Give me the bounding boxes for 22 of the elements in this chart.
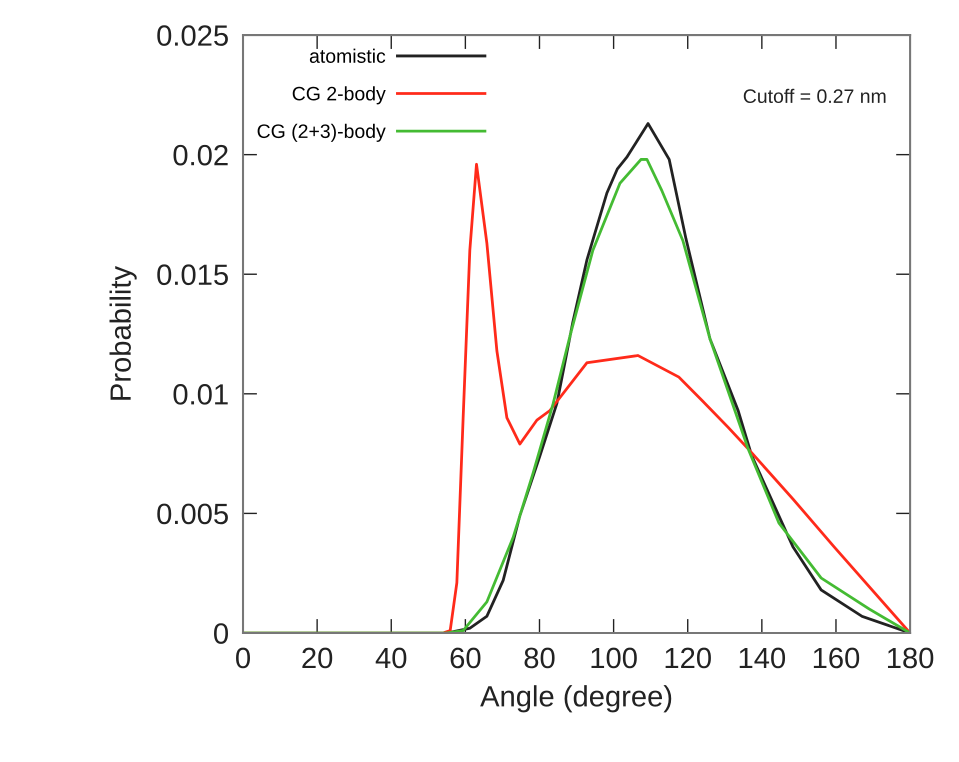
x-tick-label: 80 [524, 648, 555, 668]
legend-label: atomistic [310, 48, 386, 63]
x-tick-label: 160 [814, 648, 860, 668]
y-tick-label: 0 [214, 623, 228, 644]
y-tick-label: 0.005 [157, 504, 228, 524]
x-tick-label: 20 [302, 648, 332, 668]
x-tick-label: 60 [450, 648, 480, 668]
annotation: Cutoff = 0.27 nm [744, 88, 886, 104]
x-tick-label: 100 [592, 648, 637, 668]
x-axis-title: Angle (degree) [480, 685, 672, 712]
x-tick-label: 120 [666, 648, 711, 668]
x-tick-label: 140 [740, 648, 786, 668]
legend-label: CG 2-body [292, 86, 386, 104]
y-tick-label: 0.025 [157, 25, 228, 46]
y-tick-label: 0.01 [174, 384, 228, 405]
x-tick-label: 0 [236, 648, 250, 668]
legend-label: CG (2+3)-body [258, 124, 386, 142]
x-tick-label: 180 [888, 648, 934, 668]
x-tick-label: 40 [376, 648, 406, 668]
y-axis-title: Probability [110, 266, 137, 400]
y-tick-label: 0.02 [174, 144, 228, 166]
y-tick-label: 0.015 [157, 264, 228, 286]
